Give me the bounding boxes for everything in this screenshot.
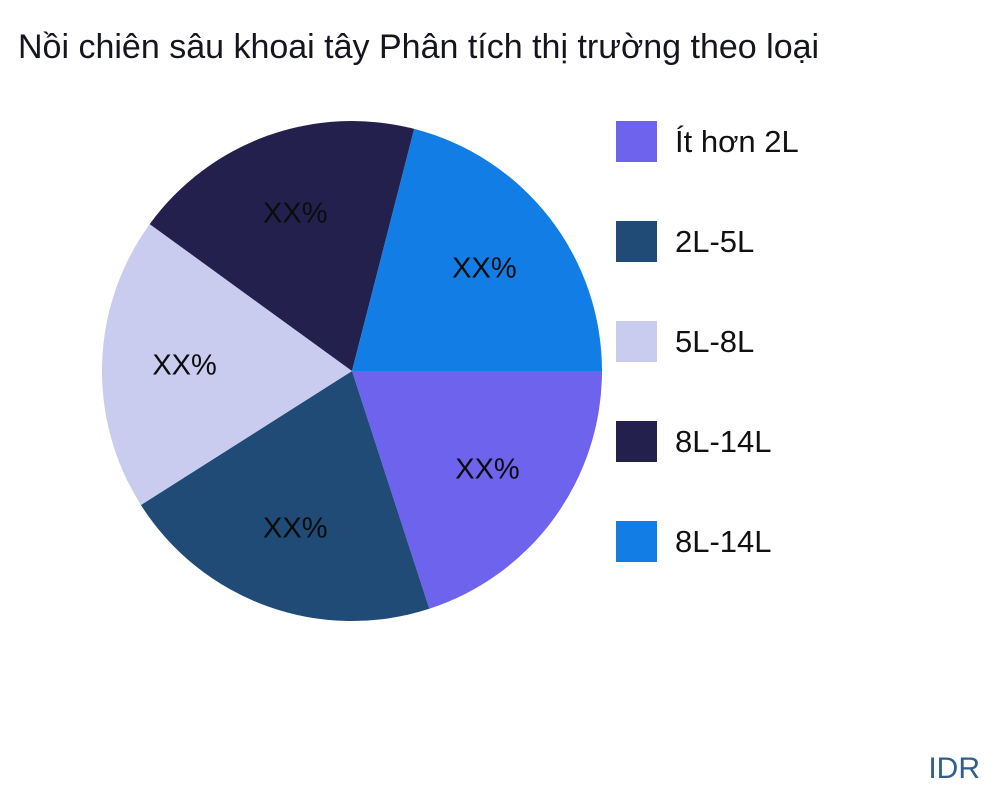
pie-slice-value-label: XX% bbox=[452, 252, 516, 284]
legend-label: 5L-8L bbox=[675, 323, 755, 359]
legend-item: 2L-5L bbox=[616, 221, 799, 262]
legend: Ít hơn 2L 2L-5L 5L-8L 8L-14L 8L-14L bbox=[616, 121, 799, 621]
pie-slice-value-label: XX% bbox=[152, 350, 216, 382]
legend-swatch bbox=[616, 421, 657, 462]
pie-slice-1 bbox=[352, 371, 602, 609]
pie-slice-value-label: XX% bbox=[263, 197, 327, 229]
legend-item: 8L-14L bbox=[616, 521, 799, 562]
legend-swatch bbox=[616, 121, 657, 162]
legend-swatch bbox=[616, 321, 657, 362]
legend-swatch bbox=[616, 521, 657, 562]
legend-label: Ít hơn 2L bbox=[675, 123, 799, 159]
legend-label: 2L-5L bbox=[675, 223, 755, 259]
pie-slice-value-label: XX% bbox=[263, 513, 327, 545]
legend-label: 8L-14L bbox=[675, 523, 772, 559]
pie-slice-2 bbox=[140, 371, 430, 622]
chart-title: Nồi chiên sâu khoai tây Phân tích thị tr… bbox=[18, 28, 820, 66]
pie-slice-value-label: XX% bbox=[455, 454, 519, 486]
pie-slice-3 bbox=[101, 224, 352, 505]
legend-item: 8L-14L bbox=[616, 421, 799, 462]
legend-item: 5L-8L bbox=[616, 321, 799, 362]
pie-slice-5 bbox=[352, 128, 602, 371]
pie-slice-4 bbox=[149, 121, 415, 371]
legend-item: Ít hơn 2L bbox=[616, 121, 799, 162]
watermark-text: IDR bbox=[928, 752, 980, 785]
legend-swatch bbox=[616, 221, 657, 262]
legend-label: 8L-14L bbox=[675, 423, 772, 459]
